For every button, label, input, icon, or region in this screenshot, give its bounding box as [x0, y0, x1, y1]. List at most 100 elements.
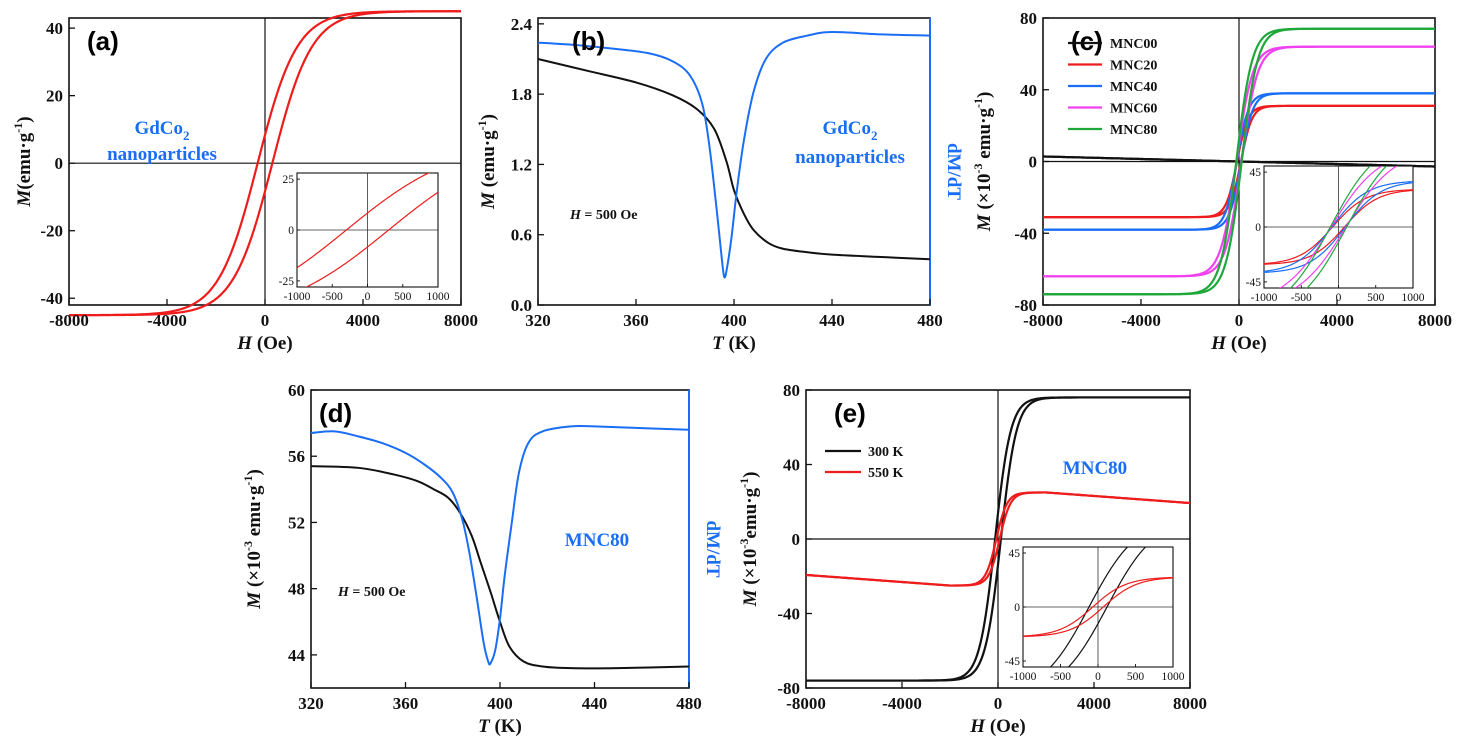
panel-e-inset-xtick-label: -500 — [1050, 671, 1071, 683]
panel-c-inset-ytick-label: 45 — [1250, 167, 1262, 179]
panel-b-field-label: H = 500 Oe — [569, 208, 637, 223]
panel-a-inset-xtick-label: 0 — [365, 291, 371, 303]
panel-c-inset-blue-up — [1264, 182, 1413, 273]
panel-a-xtick-label: 0 — [261, 311, 270, 330]
panel-e-inset-red-up — [1023, 577, 1173, 638]
panel-c-xtick-label: -8000 — [1023, 311, 1063, 330]
panel-e-xtick-label: 0 — [994, 694, 1003, 713]
panel-d-xtick-label: 320 — [298, 694, 324, 713]
panel-a-ytick-label: 20 — [46, 87, 63, 106]
panel-b-xtick-label: 480 — [917, 311, 943, 330]
panel-d-ylabel: M (×10-3 emu·g-1) — [241, 469, 265, 610]
panel-e-ytick-label: -80 — [777, 679, 800, 698]
panel-c-inset-ytick-label: -45 — [1246, 277, 1262, 289]
panel-a-ytick-label: 0 — [55, 154, 64, 173]
panel-c-ytick-label: 40 — [1020, 81, 1037, 100]
panel-b-xtick-label: 360 — [623, 311, 649, 330]
panel-b-ytick-label: 1.8 — [511, 85, 532, 104]
panel-a-inset-xtick-label: -1000 — [284, 291, 311, 303]
panel-e-ytick-label: 0 — [792, 530, 801, 549]
panel-c-loop-green-down — [1043, 27, 1435, 296]
panel-a-xtick-label: 4000 — [346, 311, 380, 330]
panel-e-inset-xtick-label: 500 — [1127, 671, 1145, 683]
panel-e-legend-label: 550 K — [868, 466, 904, 481]
panel-b-ytick-label: 2.4 — [511, 15, 533, 34]
panel-d-ytick-label: 52 — [288, 513, 305, 532]
panel-e-xtick-label: 8000 — [1173, 694, 1207, 713]
panel-c-inset-red-down — [1264, 189, 1413, 265]
panel-a-annotation: GdCo2 — [134, 118, 189, 143]
panel-d-xtick-label: 360 — [393, 694, 419, 713]
panel-e-legend-label: 300 K — [868, 445, 904, 460]
panel-d-label: (d) — [319, 398, 352, 428]
panel-c-xtick-label: 4000 — [1320, 311, 1354, 330]
panel-c-legend-label: MNC20 — [1110, 59, 1157, 74]
panel-e-inset-plot — [1023, 547, 1173, 667]
panel-c-inset-xtick-label: -500 — [1291, 292, 1312, 304]
panel-e-ytick-label: -40 — [777, 605, 800, 624]
panel-c-inset-xtick-label: -1000 — [1251, 292, 1278, 304]
panel-c-xtick-label: 0 — [1235, 311, 1244, 330]
panel-c-inset-red-up — [1264, 189, 1413, 265]
panel-b-annotation: GdCo2 — [822, 118, 877, 143]
panel-c-xtick-label: -4000 — [1121, 311, 1161, 330]
panel-a-xtick-label: 8000 — [444, 311, 478, 330]
panel-e-inset-xtick-label: 1000 — [1162, 671, 1185, 683]
panel-d-xtick-label: 400 — [487, 694, 513, 713]
panel-e-ylabel: M (×10-3emu·g-1) — [737, 472, 761, 608]
panel-a-xtick-label: -4000 — [147, 311, 187, 330]
panel-b-ytick-label: 1.2 — [511, 155, 532, 174]
panel-a-inset-red-down — [297, 173, 430, 269]
panel-c-inset-blue-down — [1264, 181, 1413, 272]
panel-c-legend-label: MNC80 — [1110, 123, 1157, 138]
panel-a-annotation-2: nanoparticles — [107, 144, 217, 165]
panel-e-loop-black-down — [806, 396, 1190, 682]
panel-d-xtick-label: 440 — [582, 694, 608, 713]
panel-a-inset-xtick-label: -500 — [322, 291, 343, 303]
panel-b-xtick-label: 400 — [721, 311, 747, 330]
panel-a-inset-plot — [297, 173, 438, 287]
panel-e-ytick-label: 80 — [783, 381, 800, 400]
panel-a-inset-red-up — [305, 191, 438, 287]
panel-c-ytick-label: 0 — [1029, 153, 1038, 172]
panel-d-series-black — [310, 465, 690, 670]
panel-a-label: (a) — [87, 26, 119, 56]
panel-d-ytick-label: 44 — [288, 646, 306, 665]
panel-a-inset-ytick-label: -25 — [279, 276, 295, 288]
panel-b-label: (b) — [572, 26, 605, 56]
panel-b-series-black — [537, 58, 931, 261]
panel-c-inset-xtick-label: 1000 — [1402, 292, 1425, 304]
panel-a-inset-xtick-label: 500 — [394, 291, 412, 303]
panel-c-ylabel: M (×10-3 emu·g-1) — [971, 92, 995, 233]
panel-c-legend-label: MNC60 — [1110, 102, 1157, 117]
panel-e-xtick-label: -8000 — [786, 694, 826, 713]
panel-e-loop-red-down — [805, 491, 1191, 587]
panel-d-annotation: MNC80 — [565, 530, 629, 551]
panel-c-inset-magenta-down — [1279, 166, 1383, 288]
panel-e-xtick-label: -4000 — [882, 694, 922, 713]
panel-a-xlabel: H (Oe) — [236, 333, 292, 354]
panel-c-loop-black-down — [1042, 155, 1436, 168]
panel-d-xlabel: T (K) — [478, 716, 522, 737]
panel-d-field-label: H = 500 Oe — [337, 585, 405, 600]
panel-e-inset-black-down — [1049, 547, 1129, 667]
panel-b-annotation-2: nanoparticles — [795, 147, 905, 168]
panel-c-ytick-label: -80 — [1014, 296, 1037, 315]
panel-a-ytick-label: 40 — [46, 19, 63, 38]
panel-d-frame — [310, 389, 690, 689]
panel-b-ytick-label: 0.6 — [511, 226, 532, 245]
panel-d-ytick-label: 60 — [288, 381, 305, 400]
panel-a-inset-ytick-label: 25 — [283, 174, 295, 186]
panel-b-xtick-label: 320 — [525, 311, 551, 330]
panel-b-ytick-label: 0.0 — [511, 296, 532, 315]
panel-e-annotation: MNC80 — [1063, 458, 1127, 479]
panel-c-inset-magenta-up — [1294, 166, 1398, 288]
panel-c-ytick-label: -40 — [1014, 224, 1037, 243]
panel-b-right-label: dM/dT — [943, 143, 964, 200]
panel-c-inset-green-up — [1306, 166, 1388, 288]
panel-d-series-blue — [310, 424, 690, 666]
panel-c-xlabel: H (Oe) — [1210, 333, 1266, 354]
panel-c-inset-ytick-label: 0 — [1255, 222, 1261, 234]
panel-e-xtick-label: 4000 — [1077, 694, 1111, 713]
